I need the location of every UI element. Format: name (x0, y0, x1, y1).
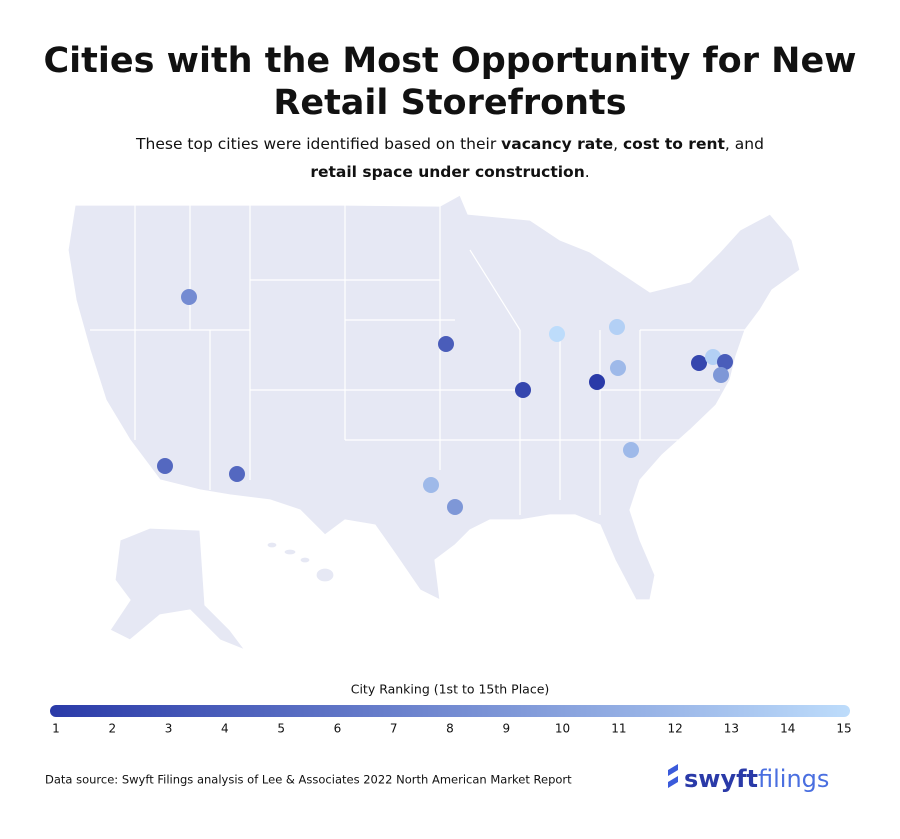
legend-tick-label: 13 (724, 722, 739, 736)
subtitle-text: , (613, 135, 623, 153)
legend-tick-label: 11 (611, 722, 626, 736)
legend-tick-label: 6 (334, 722, 342, 736)
title: Retail Storefronts (273, 83, 626, 123)
subtitle-text: These top cities were identified based o… (135, 135, 501, 153)
city-dot (609, 319, 625, 335)
subtitle-bold: cost to rent (623, 135, 726, 153)
city-dot (623, 442, 639, 458)
legend-tick-label: 7 (390, 722, 398, 736)
city-dot (438, 336, 454, 352)
logo: swyftfilings (668, 764, 829, 793)
logo-part: swyft (684, 765, 758, 793)
city-dot (181, 289, 197, 305)
subtitle: retail space under construction. (310, 163, 589, 181)
legend-tick-label: 12 (668, 722, 683, 736)
city-dot (423, 477, 439, 493)
subtitle: These top cities were identified based o… (135, 135, 764, 153)
subtitle-text: , and (725, 135, 764, 153)
legend-tick-label: 10 (555, 722, 570, 736)
legend-tick-label: 15 (836, 722, 851, 736)
legend-tick-label: 4 (221, 722, 229, 736)
logo-part: filings (758, 765, 829, 793)
city-dot (713, 367, 729, 383)
legend-title: City Ranking (1st to 15th Place) (351, 682, 550, 697)
city-dot (589, 374, 605, 390)
logo-icon (668, 764, 678, 788)
title: Cities with the Most Opportunity for New (43, 41, 856, 81)
color-ramp (50, 705, 850, 717)
hawaii (266, 541, 335, 583)
legend-tick-label: 3 (165, 722, 173, 736)
city-dot (717, 354, 733, 370)
city-dot (229, 466, 245, 482)
city-dot (705, 349, 721, 365)
city-dot (515, 382, 531, 398)
city-dot (691, 355, 707, 371)
city-dot (610, 360, 626, 376)
alaska (109, 527, 247, 652)
legend-tick-label: 5 (277, 722, 285, 736)
legend-tick-label: 1 (52, 722, 60, 736)
us-map (67, 194, 801, 652)
legend-tick-label: 8 (446, 722, 454, 736)
city-dot (447, 499, 463, 515)
city-dot (549, 326, 565, 342)
legend-tick-label: 9 (502, 722, 510, 736)
city-dot (157, 458, 173, 474)
legend-tick-label: 2 (108, 722, 116, 736)
legend-tick-label: 14 (780, 722, 795, 736)
mainland (67, 194, 801, 602)
logo-text: swyftfilings (684, 765, 829, 793)
source: Data source: Swyft Filings analysis of L… (45, 773, 572, 787)
subtitle-text: . (585, 163, 590, 181)
state-borders (90, 205, 760, 515)
subtitle-bold: retail space under construction (310, 163, 584, 181)
subtitle-bold: vacancy rate (501, 135, 613, 153)
